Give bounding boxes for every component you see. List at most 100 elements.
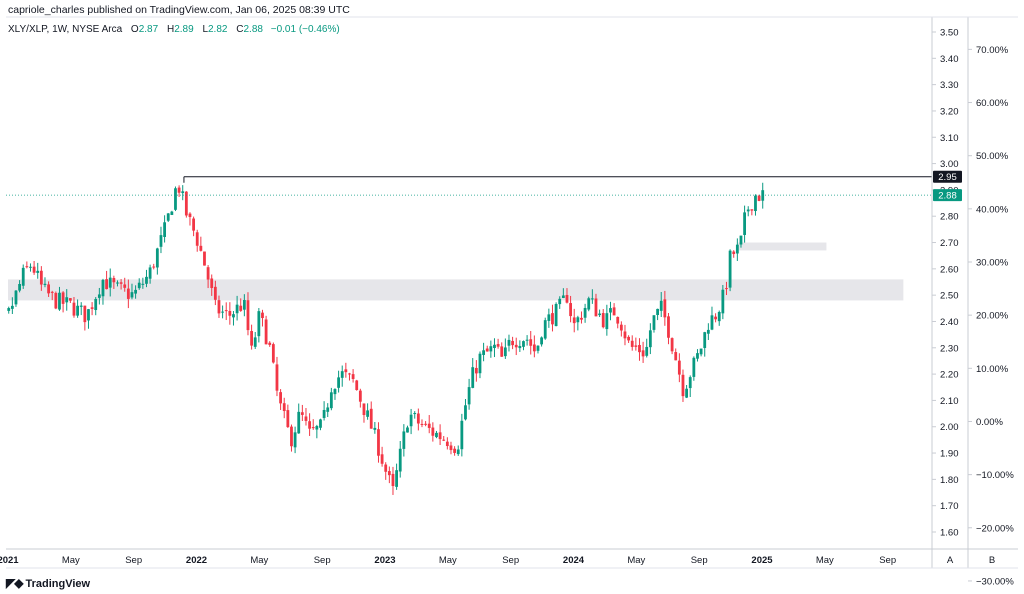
candle-body-88	[297, 411, 301, 434]
candle-body-128	[442, 439, 446, 441]
time-tick-label: 2024	[563, 555, 585, 566]
candle-body-19	[47, 284, 50, 294]
candle-body-50	[159, 235, 163, 247]
candle-body-188	[659, 300, 663, 311]
candle-body-206	[725, 288, 728, 290]
candle-body-41	[126, 288, 130, 299]
candle-body-168	[587, 298, 591, 310]
candle-body-147	[511, 340, 514, 346]
candle-body-186	[652, 315, 656, 330]
candle-body-136	[471, 367, 475, 388]
candle-body-175	[612, 307, 616, 316]
candle-body-81	[271, 344, 275, 363]
legend-high: 2.89	[174, 24, 194, 35]
candle-body-177	[619, 324, 623, 331]
candle-body-79	[264, 319, 268, 345]
log-scale-button[interactable]: B	[989, 555, 995, 566]
price-tick-label: 1.80	[940, 475, 959, 486]
candle-body-59	[192, 218, 195, 231]
legend-close: 2.88	[243, 24, 263, 35]
price-tick-label: 2.80	[940, 212, 959, 223]
time-tick-label: Sep	[502, 555, 519, 566]
candle-body-210	[739, 235, 743, 245]
candle-body-93	[315, 426, 319, 430]
symbol-legend: XLY/XLP, 1W, NYSE Arca O2.87 H2.89 L2.82…	[8, 24, 340, 35]
candle-body-27	[76, 305, 79, 316]
price-tick-label: 2.00	[940, 422, 959, 433]
percent-axis: 120.00%110.00%100.00%90.00%80.00%70.00%6…	[968, 0, 1014, 587]
price-tick-label: 1.90	[940, 449, 959, 460]
tradingview-logo[interactable]: ◤◆ TradingView	[6, 576, 90, 590]
time-tick-label: May	[627, 555, 645, 566]
auto-scale-button[interactable]: A	[947, 555, 954, 566]
candle-body-141	[489, 346, 493, 352]
candle-body-146	[507, 339, 511, 346]
candle-body-53	[170, 211, 174, 215]
candle-body-12	[21, 267, 25, 286]
candle-body-215	[757, 195, 761, 201]
candle-body-62	[203, 251, 206, 266]
price-tick-label: 2.60	[940, 264, 959, 275]
candle-body-102	[348, 373, 351, 375]
legend-change: −0.01 (−0.46%)	[270, 24, 340, 35]
candle-body-199	[699, 348, 703, 355]
candle-body-189	[663, 299, 667, 318]
candle-body-203	[714, 316, 717, 320]
candle-body-68	[224, 310, 228, 312]
candle-body-84	[282, 403, 286, 412]
candle-body-169	[590, 298, 594, 300]
candle-body-98	[333, 389, 337, 395]
candle-body-120	[413, 413, 417, 415]
candle-body-148	[514, 344, 518, 348]
candle-body-91	[308, 421, 311, 429]
candle-body-60	[195, 232, 199, 246]
candle-body-77	[257, 311, 261, 337]
candle-body-118	[406, 427, 409, 433]
time-tick-label: Sep	[125, 555, 142, 566]
candle-body-158	[551, 313, 554, 325]
legend-low: 2.82	[208, 24, 228, 35]
candle-body-15	[32, 266, 36, 273]
candle-body-94	[319, 419, 322, 428]
percent-tick-label: 20.00%	[976, 311, 1009, 322]
candle-body-83	[279, 392, 282, 404]
price-tick-label: 3.10	[940, 133, 959, 144]
candle-body-108	[369, 408, 373, 429]
candle-body-37	[112, 277, 116, 283]
candle-body-107	[366, 410, 369, 417]
candle-body-13	[25, 266, 29, 268]
candle-body-173	[605, 313, 609, 330]
percent-tick-label: −10.00%	[976, 470, 1014, 481]
candle-body-167	[583, 307, 587, 318]
candle-body-22	[58, 292, 61, 310]
zone-1	[736, 242, 827, 251]
candle-body-213	[750, 209, 754, 211]
candle-body-207	[728, 250, 732, 288]
candle-body-89	[300, 412, 304, 415]
level-tag-label: 2.95	[938, 172, 957, 183]
candle-body-74	[246, 300, 250, 331]
candle-body-9	[10, 305, 14, 309]
candle-body-112	[384, 464, 388, 472]
price-tick-label: 1.70	[940, 501, 959, 512]
candle-body-196	[688, 377, 692, 389]
candle-body-49	[155, 248, 159, 268]
candle-body-36	[108, 277, 112, 288]
candle-body-26	[72, 302, 76, 316]
candle-body-48	[152, 266, 156, 268]
time-tick-label: 2025	[751, 555, 773, 566]
legend-close-label: C	[236, 24, 244, 35]
candle-body-164	[572, 317, 576, 324]
tradingview-logo-icon: ◤◆	[6, 576, 23, 590]
candle-body-58	[188, 213, 192, 218]
candle-body-95	[322, 409, 326, 418]
candle-body-184	[645, 346, 649, 356]
candle-body-211	[743, 212, 746, 235]
candle-body-123	[424, 423, 427, 425]
percent-tick-label: 30.00%	[976, 258, 1009, 269]
candle-body-134	[464, 405, 467, 420]
candle-body-46	[145, 276, 148, 284]
price-tick-label: 2.20	[940, 370, 959, 381]
candle-body-40	[123, 284, 127, 288]
